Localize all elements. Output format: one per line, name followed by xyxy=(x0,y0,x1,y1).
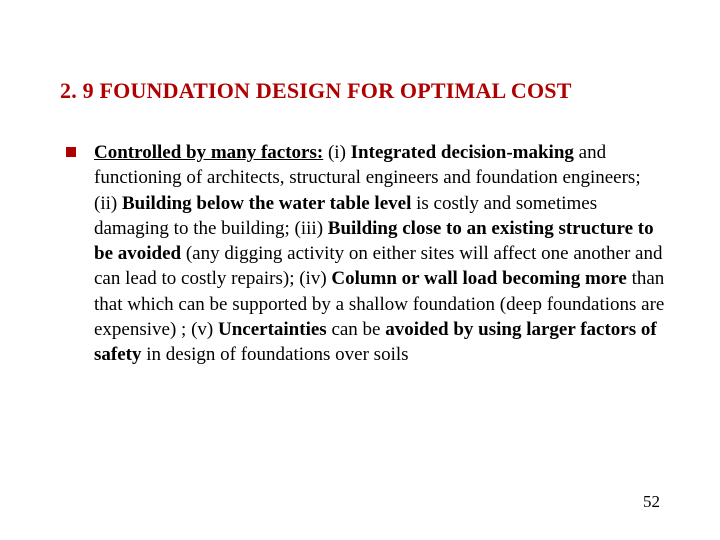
text: in design of foundations over soils xyxy=(141,344,408,365)
text: (i) xyxy=(323,142,350,163)
slide: 2. 9 FOUNDATION DESIGN FOR OPTIMAL COST … xyxy=(0,0,720,540)
slide-title: 2. 9 FOUNDATION DESIGN FOR OPTIMAL COST xyxy=(60,78,660,104)
text: can be xyxy=(327,319,386,340)
text-bold: Column or wall load becoming more xyxy=(331,268,626,289)
paragraph: Controlled by many factors: (i) Integrat… xyxy=(94,140,666,367)
text-bold: Uncertainties xyxy=(218,319,327,340)
slide-body: Controlled by many factors: (i) Integrat… xyxy=(66,140,666,367)
page-number: 52 xyxy=(643,492,660,512)
text-bold: Building below the water table level xyxy=(122,193,411,214)
text-bold-underline: Controlled by many factors: xyxy=(94,142,323,163)
text-bold: Integrated decision-making xyxy=(351,142,574,163)
list-item: Controlled by many factors: (i) Integrat… xyxy=(66,140,666,367)
square-bullet-icon xyxy=(66,147,76,157)
